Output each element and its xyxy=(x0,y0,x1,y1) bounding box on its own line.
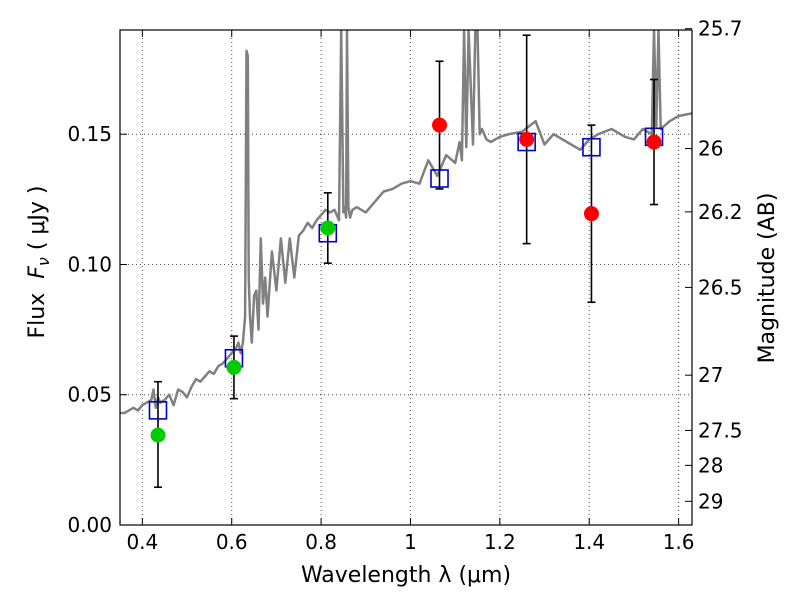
data-point xyxy=(432,117,448,133)
grid-lines xyxy=(120,30,692,526)
data-point xyxy=(226,359,242,375)
y-axis-label: Flux Fν ( μJy ) xyxy=(25,186,53,339)
y2-tick-label: 29 xyxy=(698,489,723,513)
model-photometry-square xyxy=(582,137,601,157)
x-tick-label: 0.8 xyxy=(305,530,337,554)
x-tick-label: 0.4 xyxy=(126,530,158,554)
data-point xyxy=(646,134,662,150)
data-point xyxy=(320,220,336,236)
y2-tick-label: 26.2 xyxy=(698,200,743,224)
model-photometry-square xyxy=(430,169,449,188)
x-tick-label: 1.6 xyxy=(663,530,695,554)
model-photometry-layer xyxy=(148,127,664,420)
data-point xyxy=(519,131,535,147)
plot-frame xyxy=(119,29,693,526)
spectrum-layer xyxy=(120,30,692,415)
y2-axis-label: Magnitude (AB) xyxy=(755,193,780,364)
y2-tick-label: 27 xyxy=(698,363,723,387)
y2-tick-label: 27.5 xyxy=(698,418,743,442)
data-point xyxy=(583,206,599,222)
y-tick-label: 0.10 xyxy=(67,252,112,276)
y2-tick-label: 26 xyxy=(698,137,723,161)
data-points-layer xyxy=(150,117,662,443)
y2-tick-label: 25.7 xyxy=(698,17,743,41)
spectrum-line xyxy=(120,30,692,415)
x-tick-label: 1 xyxy=(404,530,417,554)
model-photometry-square xyxy=(148,401,168,420)
x-tick-label: 1.2 xyxy=(484,530,516,554)
y-tick-label: 0.00 xyxy=(67,513,112,537)
x-tick-label: 1.4 xyxy=(573,530,605,554)
y2-tick-label: 26.5 xyxy=(698,275,743,299)
ticks-layer: 0.4 0.6 0.8 1 1.2 1.4 1.6 0.00 0.05 0.10 0.15 25.7 2… xyxy=(67,17,742,554)
y-tick-label: 0.15 xyxy=(67,122,112,146)
y-tick-label: 0.05 xyxy=(67,383,112,407)
y2-tick-label: 28 xyxy=(698,453,723,477)
error-bars-layer xyxy=(153,34,659,489)
x-axis-label: Wavelength λ (μm) xyxy=(301,563,511,588)
x-tick-label: 0.6 xyxy=(216,530,248,554)
data-point xyxy=(150,427,166,443)
